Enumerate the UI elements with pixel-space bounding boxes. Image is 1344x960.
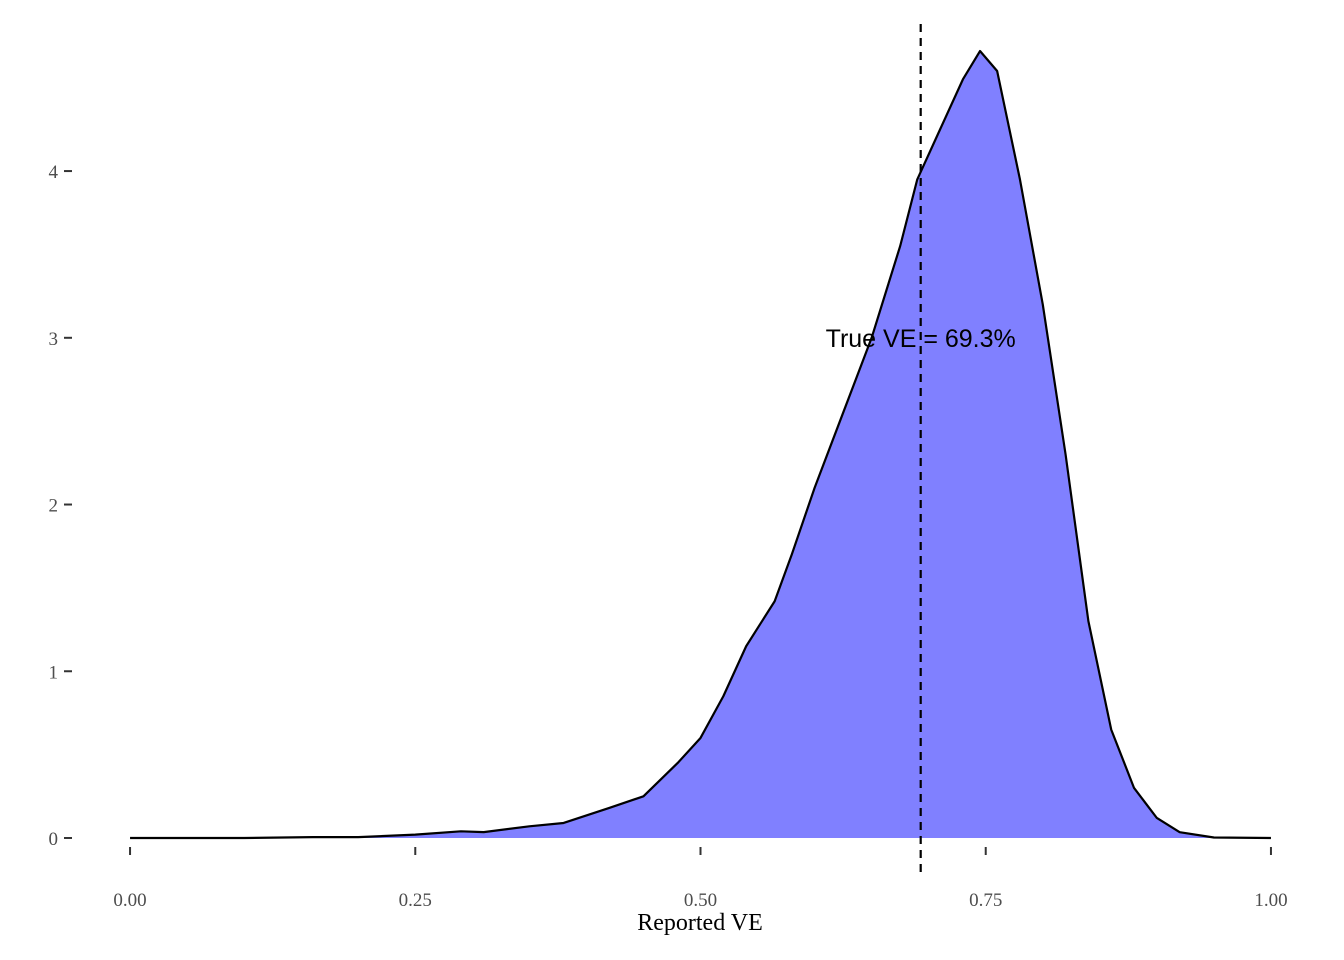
- x-tick-label: 0.00: [113, 890, 146, 911]
- y-tick-label: 1: [49, 662, 59, 683]
- annotation: True VE = 69.3%: [826, 325, 1016, 353]
- y-tick-label: 0: [49, 829, 59, 850]
- x-tick-label: 0.75: [969, 890, 1002, 911]
- density-line: [130, 49, 1271, 840]
- x-tick-label: 0.25: [399, 890, 432, 911]
- y-tick-label: 3: [49, 329, 59, 350]
- x-axis-title: Reported VE: [637, 910, 763, 936]
- y-tick-label: 2: [49, 496, 59, 517]
- x-tick-label: 1.00: [1254, 890, 1287, 911]
- y-tick-label: 4: [49, 162, 59, 183]
- density-area: [130, 51, 1271, 838]
- x-tick-label: 0.50: [684, 890, 717, 911]
